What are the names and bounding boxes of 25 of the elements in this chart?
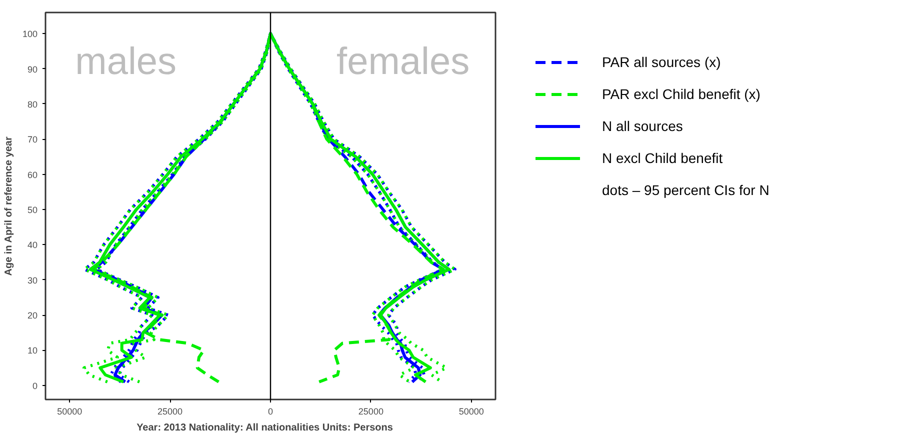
- x-tick-label: 50000: [57, 406, 82, 416]
- y-tick-label: 60: [27, 170, 38, 180]
- text: dots – 95 percent CIs for N: [602, 182, 770, 198]
- annotation: males: [75, 40, 177, 83]
- y-tick-label: 100: [22, 29, 38, 40]
- x-axis-title: Year: 2013 Nationality: All nationalities Units: Persons: [136, 422, 394, 433]
- y-tick-label: 0: [32, 380, 38, 391]
- x-tick-label: 50000: [458, 406, 484, 416]
- y-tick-label: 80: [27, 99, 38, 110]
- y-tick-label: 90: [27, 64, 38, 74]
- legend-label: N all sources: [602, 118, 683, 134]
- annotation: females: [336, 40, 470, 83]
- y-tick-label: 70: [27, 134, 38, 145]
- y-tick-label: 40: [27, 240, 38, 250]
- y-tick-label: 10: [27, 346, 38, 356]
- legend-label: N excl Child benefit: [602, 150, 723, 166]
- legend-label: PAR all sources (x): [602, 54, 721, 70]
- x-tick-label: 0: [268, 406, 274, 416]
- y-tick-label: 30: [27, 275, 38, 286]
- legend-label: PAR excl Child benefit (x): [602, 86, 760, 102]
- y-tick-label: 20: [27, 310, 38, 321]
- y-axis-title: Age in April of reference year: [3, 136, 14, 276]
- y-tick-label: 50: [27, 205, 38, 216]
- x-tick-label: 25000: [158, 406, 183, 416]
- x-tick-label: 25000: [358, 406, 384, 416]
